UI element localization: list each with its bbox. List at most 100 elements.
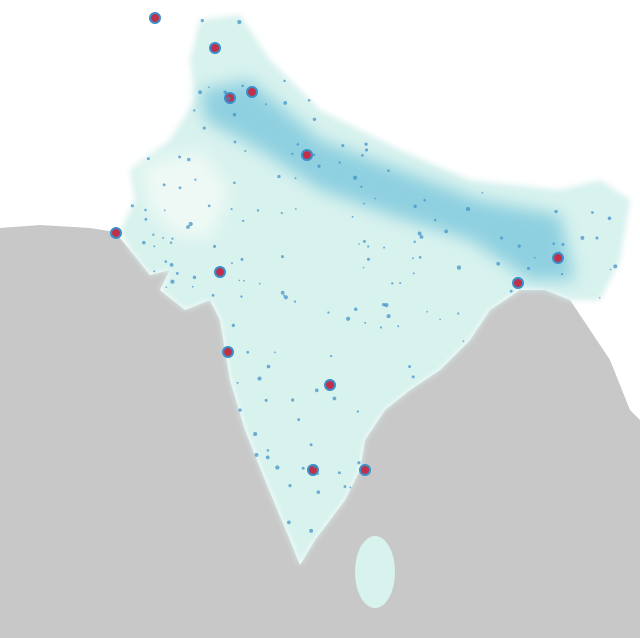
town-dot xyxy=(257,376,262,381)
town-dot xyxy=(230,208,233,211)
town-dot xyxy=(280,255,284,259)
city-dots xyxy=(110,12,618,533)
city-dot xyxy=(324,379,336,391)
town-dot xyxy=(169,241,173,245)
town-dot xyxy=(178,155,182,159)
town-dot xyxy=(193,109,196,112)
city-dot xyxy=(209,42,221,54)
town-dot xyxy=(254,452,259,457)
town-dot xyxy=(274,351,276,354)
city-dot xyxy=(149,12,161,24)
town-dot xyxy=(275,465,280,470)
town-dot xyxy=(343,485,347,488)
town-dot xyxy=(186,225,190,229)
town-dot xyxy=(163,209,166,212)
town-dot xyxy=(191,285,194,288)
town-dot xyxy=(233,181,236,185)
town-dot xyxy=(240,257,244,261)
town-dot xyxy=(462,340,465,343)
town-dot xyxy=(152,233,155,236)
town-dot xyxy=(526,266,530,270)
town-dot xyxy=(280,290,285,295)
town-dot xyxy=(439,318,441,321)
town-dot xyxy=(387,169,390,172)
town-dot xyxy=(186,157,191,162)
town-dot xyxy=(346,316,351,321)
town-dot xyxy=(363,202,366,205)
town-dot xyxy=(314,388,319,393)
town-dot xyxy=(466,206,471,212)
town-dot xyxy=(351,215,354,218)
town-dot xyxy=(481,191,484,194)
town-dot xyxy=(558,251,561,254)
town-dot xyxy=(364,148,369,152)
town-dot xyxy=(360,185,363,188)
town-dot xyxy=(264,398,268,402)
town-dot xyxy=(293,300,297,303)
town-dot xyxy=(456,265,462,270)
town-dot xyxy=(309,443,313,447)
town-dot xyxy=(434,218,437,222)
town-dot xyxy=(457,312,460,315)
town-dot xyxy=(171,237,174,240)
town-dot xyxy=(231,262,233,265)
town-dot xyxy=(213,244,217,248)
town-dot xyxy=(238,408,242,412)
town-dot xyxy=(169,263,174,267)
town-dot xyxy=(418,256,422,259)
town-dot xyxy=(595,236,599,240)
town-dot xyxy=(316,490,321,494)
town-dot xyxy=(233,140,237,144)
town-dot xyxy=(202,126,206,130)
town-dot xyxy=(229,101,233,105)
town-dot xyxy=(412,272,415,275)
town-dot xyxy=(358,243,360,245)
town-dot xyxy=(386,314,391,319)
town-dot xyxy=(188,221,193,227)
town-dot xyxy=(500,236,504,240)
town-dot xyxy=(560,273,564,276)
town-dot xyxy=(341,144,345,148)
town-dot xyxy=(253,431,258,436)
town-dot xyxy=(266,364,271,369)
town-dot xyxy=(374,197,376,200)
town-dot xyxy=(613,264,618,269)
town-dot xyxy=(408,365,411,368)
town-dot xyxy=(200,18,204,23)
town-dot xyxy=(307,98,311,102)
town-dot xyxy=(165,286,168,289)
town-dot xyxy=(232,112,237,117)
town-dot xyxy=(294,177,297,180)
town-dot xyxy=(391,282,394,285)
town-dot xyxy=(287,520,291,525)
town-dot xyxy=(352,175,358,180)
town-dot xyxy=(280,211,283,215)
town-dot xyxy=(142,240,146,245)
town-dot xyxy=(244,149,247,153)
town-dot xyxy=(256,209,260,212)
town-dot xyxy=(237,19,242,25)
town-dot xyxy=(417,231,422,236)
town-dot xyxy=(383,246,386,249)
town-dot xyxy=(144,217,148,221)
town-dot xyxy=(297,418,301,422)
town-dot xyxy=(533,256,536,259)
town-dot xyxy=(444,229,449,234)
town-dot xyxy=(411,257,414,260)
city-dot xyxy=(512,277,524,289)
town-dot xyxy=(580,235,585,240)
town-dot xyxy=(208,86,210,88)
town-dot xyxy=(496,261,500,266)
town-dot xyxy=(509,289,513,293)
town-dot xyxy=(264,103,267,106)
town-dot xyxy=(397,325,400,328)
town-dot xyxy=(384,303,389,308)
town-dot xyxy=(288,484,292,488)
town-dot xyxy=(413,204,417,209)
town-dot xyxy=(317,164,321,168)
town-dot xyxy=(153,245,156,248)
town-dot xyxy=(265,455,270,460)
town-dot xyxy=(329,354,333,358)
town-dot xyxy=(607,216,612,221)
